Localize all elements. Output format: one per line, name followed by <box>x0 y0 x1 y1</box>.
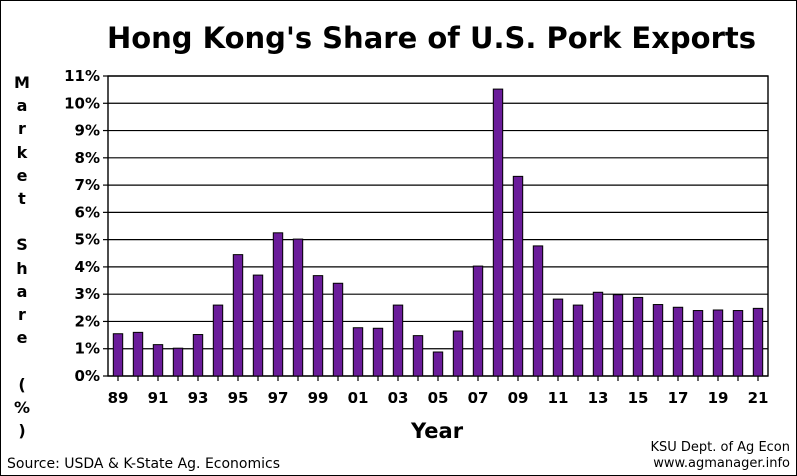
bar-02 <box>372 327 384 377</box>
plot-area <box>107 75 769 377</box>
source-note: Source: USDA & K-State Ag. Economics <box>7 456 281 472</box>
bar-12 <box>572 304 584 377</box>
bar-89 <box>112 333 124 377</box>
y-axis-label-char: % <box>13 397 31 417</box>
y-tick-label: 7% <box>75 176 100 194</box>
x-tick-label: 11 <box>548 389 569 407</box>
y-axis-label-char: M <box>14 73 30 92</box>
y-axis-label-char: e <box>16 328 28 348</box>
y-tick-label: 9% <box>75 122 100 140</box>
bar-96 <box>252 274 264 377</box>
y-tick-label: 8% <box>75 149 100 167</box>
y-axis-label-char: r <box>18 305 26 325</box>
bar-14 <box>612 294 624 377</box>
y-tick-label: 5% <box>75 231 100 249</box>
bar-93 <box>192 334 204 377</box>
chart-title: Hong Kong's Share of U.S. Pork Exports <box>106 21 757 55</box>
credit-line-2: www.agmanager.info <box>653 456 790 471</box>
bar-94 <box>212 304 224 377</box>
x-axis-label: Year <box>411 419 464 443</box>
x-tick-label: 91 <box>148 389 169 407</box>
bar-15 <box>632 296 644 377</box>
x-tick-label: 01 <box>348 389 369 407</box>
bar-09 <box>512 175 524 377</box>
x-tick-label: 09 <box>508 389 529 407</box>
bar-21 <box>752 307 764 377</box>
bar-17 <box>672 306 684 377</box>
bar-20 <box>732 310 744 377</box>
y-tick-label: 11% <box>64 67 100 85</box>
bar-00 <box>332 282 344 377</box>
y-axis-label-char: ) <box>18 421 26 441</box>
bar-95 <box>232 254 244 377</box>
y-tick-label: 0% <box>75 367 100 385</box>
x-tick-label: 13 <box>588 389 609 407</box>
x-tick-label: 07 <box>468 389 489 407</box>
bar-99 <box>312 275 324 377</box>
bar-01 <box>352 327 364 377</box>
bar-04 <box>412 335 424 377</box>
x-tick-label: 15 <box>628 389 649 407</box>
credit-note: KSU Dept. of Ag Econ www.agmanager.info <box>650 440 790 472</box>
x-tick-label: 17 <box>668 389 689 407</box>
bar-98 <box>292 238 304 377</box>
bar-10 <box>532 245 544 377</box>
bar-19 <box>712 309 724 377</box>
x-tick-label: 89 <box>108 389 129 407</box>
bar-11 <box>552 298 564 377</box>
bar-91 <box>152 344 164 377</box>
y-axis-label-char: ( <box>18 374 26 394</box>
credit-line-1: KSU Dept. of Ag Econ <box>650 440 790 455</box>
y-tick-label: 10% <box>64 94 100 112</box>
bar-07 <box>472 265 484 377</box>
bar-90 <box>132 331 144 377</box>
y-axis-label-char: h <box>16 258 28 278</box>
bar-92 <box>172 347 184 377</box>
x-tick-label: 99 <box>308 389 329 407</box>
y-axis-label-char: r <box>18 119 26 139</box>
y-tick-label: 2% <box>75 312 100 330</box>
y-axis-label-char: t <box>18 189 26 209</box>
bar-03 <box>392 304 404 377</box>
bar-13 <box>592 291 604 377</box>
y-tick-label: 3% <box>75 285 100 303</box>
x-tick-label: 03 <box>388 389 409 407</box>
y-axis-label-char: k <box>16 142 28 162</box>
y-axis-label-char: S <box>16 235 28 255</box>
x-tick-label: 21 <box>748 389 769 407</box>
bar-08 <box>492 88 504 377</box>
bar-18 <box>692 310 704 377</box>
bar-06 <box>452 330 464 377</box>
x-tick-label: 97 <box>268 389 289 407</box>
x-tick-label: 05 <box>428 389 449 407</box>
x-tick-label: 19 <box>708 389 729 407</box>
bar-16 <box>652 304 664 377</box>
x-tick-label: 95 <box>228 389 249 407</box>
x-tick-label: 93 <box>188 389 209 407</box>
y-axis-label-char: a <box>16 96 28 116</box>
y-tick-label: 1% <box>75 340 100 358</box>
y-tick-label: 6% <box>75 203 100 221</box>
bar-97 <box>272 232 284 377</box>
y-axis-label-char: a <box>16 281 28 301</box>
bar-05 <box>432 351 444 377</box>
y-tick-label: 4% <box>75 258 100 276</box>
y-axis-label-char: e <box>16 165 28 185</box>
